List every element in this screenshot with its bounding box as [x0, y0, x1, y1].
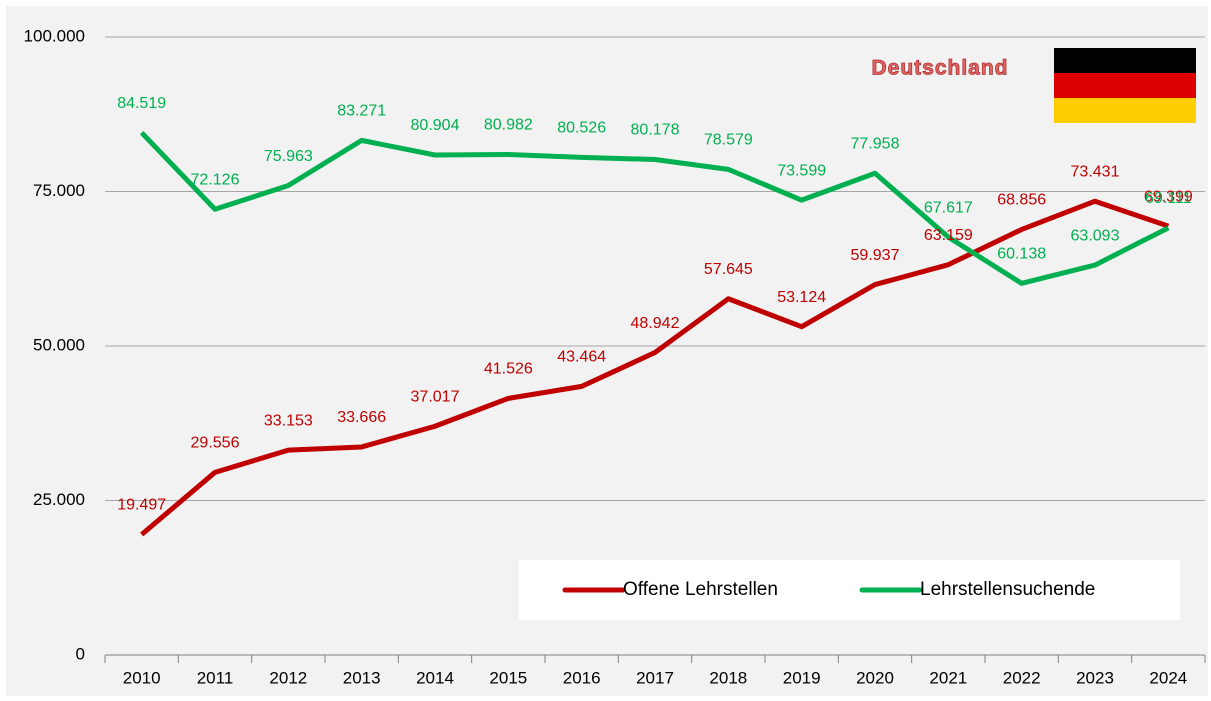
x-tick-label: 2022: [1003, 668, 1041, 687]
x-tick-label: 2017: [636, 668, 674, 687]
data-label: 80.982: [484, 117, 533, 134]
data-label: 29.556: [191, 435, 240, 452]
x-tick-label: 2024: [1149, 668, 1187, 687]
data-label: 67.617: [924, 199, 973, 216]
data-label: 41.526: [484, 361, 533, 378]
legend-label: Offene Lehrstellen: [623, 579, 778, 600]
data-label: 19.497: [117, 497, 166, 514]
data-label: 72.126: [191, 171, 240, 188]
y-tick-label: 50.000: [33, 335, 85, 354]
data-label: 69.399: [1144, 188, 1193, 205]
x-tick-label: 2016: [563, 668, 601, 687]
y-tick-label: 75.000: [33, 181, 85, 200]
legend-box: [519, 560, 1180, 620]
annotation: Deutschland: [871, 57, 1008, 80]
data-label: 83.271: [337, 103, 386, 120]
x-tick-label: 2019: [783, 668, 821, 687]
data-label: 43.464: [557, 349, 606, 366]
x-tick-label: 2010: [123, 668, 161, 687]
series-line: [139, 130, 1170, 286]
data-label: 80.904: [411, 117, 460, 134]
x-tick-label: 2011: [197, 668, 234, 687]
series-line: [140, 198, 1170, 537]
data-label: 59.937: [851, 247, 900, 264]
data-label: 77.958: [851, 135, 900, 152]
x-tick-label: 2020: [856, 668, 894, 687]
data-label: 63.159: [924, 227, 973, 244]
data-label: 75.963: [264, 148, 313, 165]
data-label: 80.178: [631, 122, 680, 139]
data-label: 73.599: [777, 162, 826, 179]
data-label: 69.111: [1145, 190, 1192, 207]
flag: [1054, 48, 1196, 123]
x-tick-label: 2023: [1076, 668, 1114, 687]
data-label: 78.579: [704, 132, 753, 149]
data-label: 33.153: [264, 412, 313, 429]
data-label: 84.519: [117, 95, 166, 112]
data-label: 60.138: [997, 246, 1046, 263]
legend-label: Lehrstellensuchende: [920, 579, 1095, 600]
data-label: 33.666: [337, 409, 386, 426]
x-tick-label: 2018: [709, 668, 747, 687]
x-tick-label: 2015: [489, 668, 527, 687]
x-tick-label: 2021: [929, 668, 967, 687]
y-tick-label: 100.000: [24, 26, 85, 45]
x-tick-label: 2013: [343, 668, 381, 687]
x-tick-label: 2012: [269, 668, 307, 687]
data-label: 73.431: [1071, 163, 1120, 180]
data-label: 63.093: [1071, 227, 1120, 244]
data-label: 37.017: [411, 388, 460, 405]
data-label: 57.645: [704, 261, 753, 278]
y-tick-label: 0: [76, 644, 85, 663]
data-label: 68.856: [997, 192, 1046, 209]
y-tick-label: 25.000: [33, 490, 85, 509]
data-label: 48.942: [631, 315, 680, 332]
x-tick-label: 2014: [416, 668, 454, 687]
data-label: 80.526: [557, 120, 606, 137]
data-label: 53.124: [777, 289, 826, 306]
